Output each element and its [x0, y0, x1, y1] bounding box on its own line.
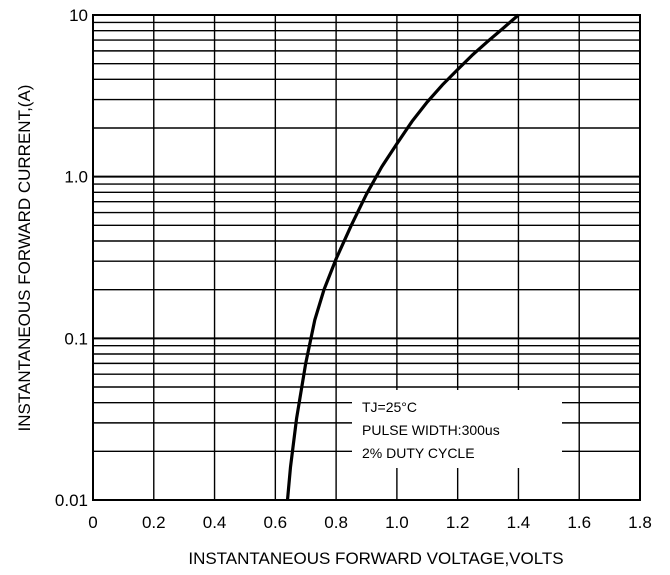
annotation-line-1: TJ=25°C	[362, 399, 417, 415]
y-axis-label: INSTANTANEOUS FORWARD CURRENT,(A)	[15, 85, 34, 432]
x-tick-label-6: 1.2	[446, 513, 470, 532]
x-tick-label-0: 0	[88, 513, 97, 532]
x-axis-label: INSTANTANEOUS FORWARD VOLTAGE,VOLTS	[188, 549, 563, 568]
annotation-line-3: 2% DUTY CYCLE	[362, 445, 475, 461]
x-tick-label-7: 1.4	[507, 513, 531, 532]
x-tick-label-3: 0.6	[264, 513, 288, 532]
x-tick-label-8: 1.6	[567, 513, 591, 532]
y-tick-label-0: 0.01	[55, 491, 88, 510]
y-tick-label-1: 0.1	[64, 329, 88, 348]
y-tick-labels: 0.01 0.1 1.0 10	[55, 6, 88, 510]
x-tick-label-9: 1.8	[628, 513, 652, 532]
x-tick-label-2: 0.4	[203, 513, 227, 532]
y-tick-label-2: 1.0	[64, 168, 88, 187]
annotation-box	[352, 390, 562, 468]
x-tick-label-4: 0.8	[324, 513, 348, 532]
y-tick-label-3: 10	[69, 6, 88, 25]
x-tick-label-1: 0.2	[142, 513, 166, 532]
x-tick-label-5: 1.0	[385, 513, 409, 532]
forward-current-curve	[285, 13, 520, 501]
plot-frame	[92, 14, 641, 501]
x-tick-labels: 0 0.2 0.4 0.6 0.8 1.0 1.2 1.4 1.6 1.8	[88, 513, 652, 532]
annotation-line-2: PULSE WIDTH:300us	[362, 422, 500, 438]
